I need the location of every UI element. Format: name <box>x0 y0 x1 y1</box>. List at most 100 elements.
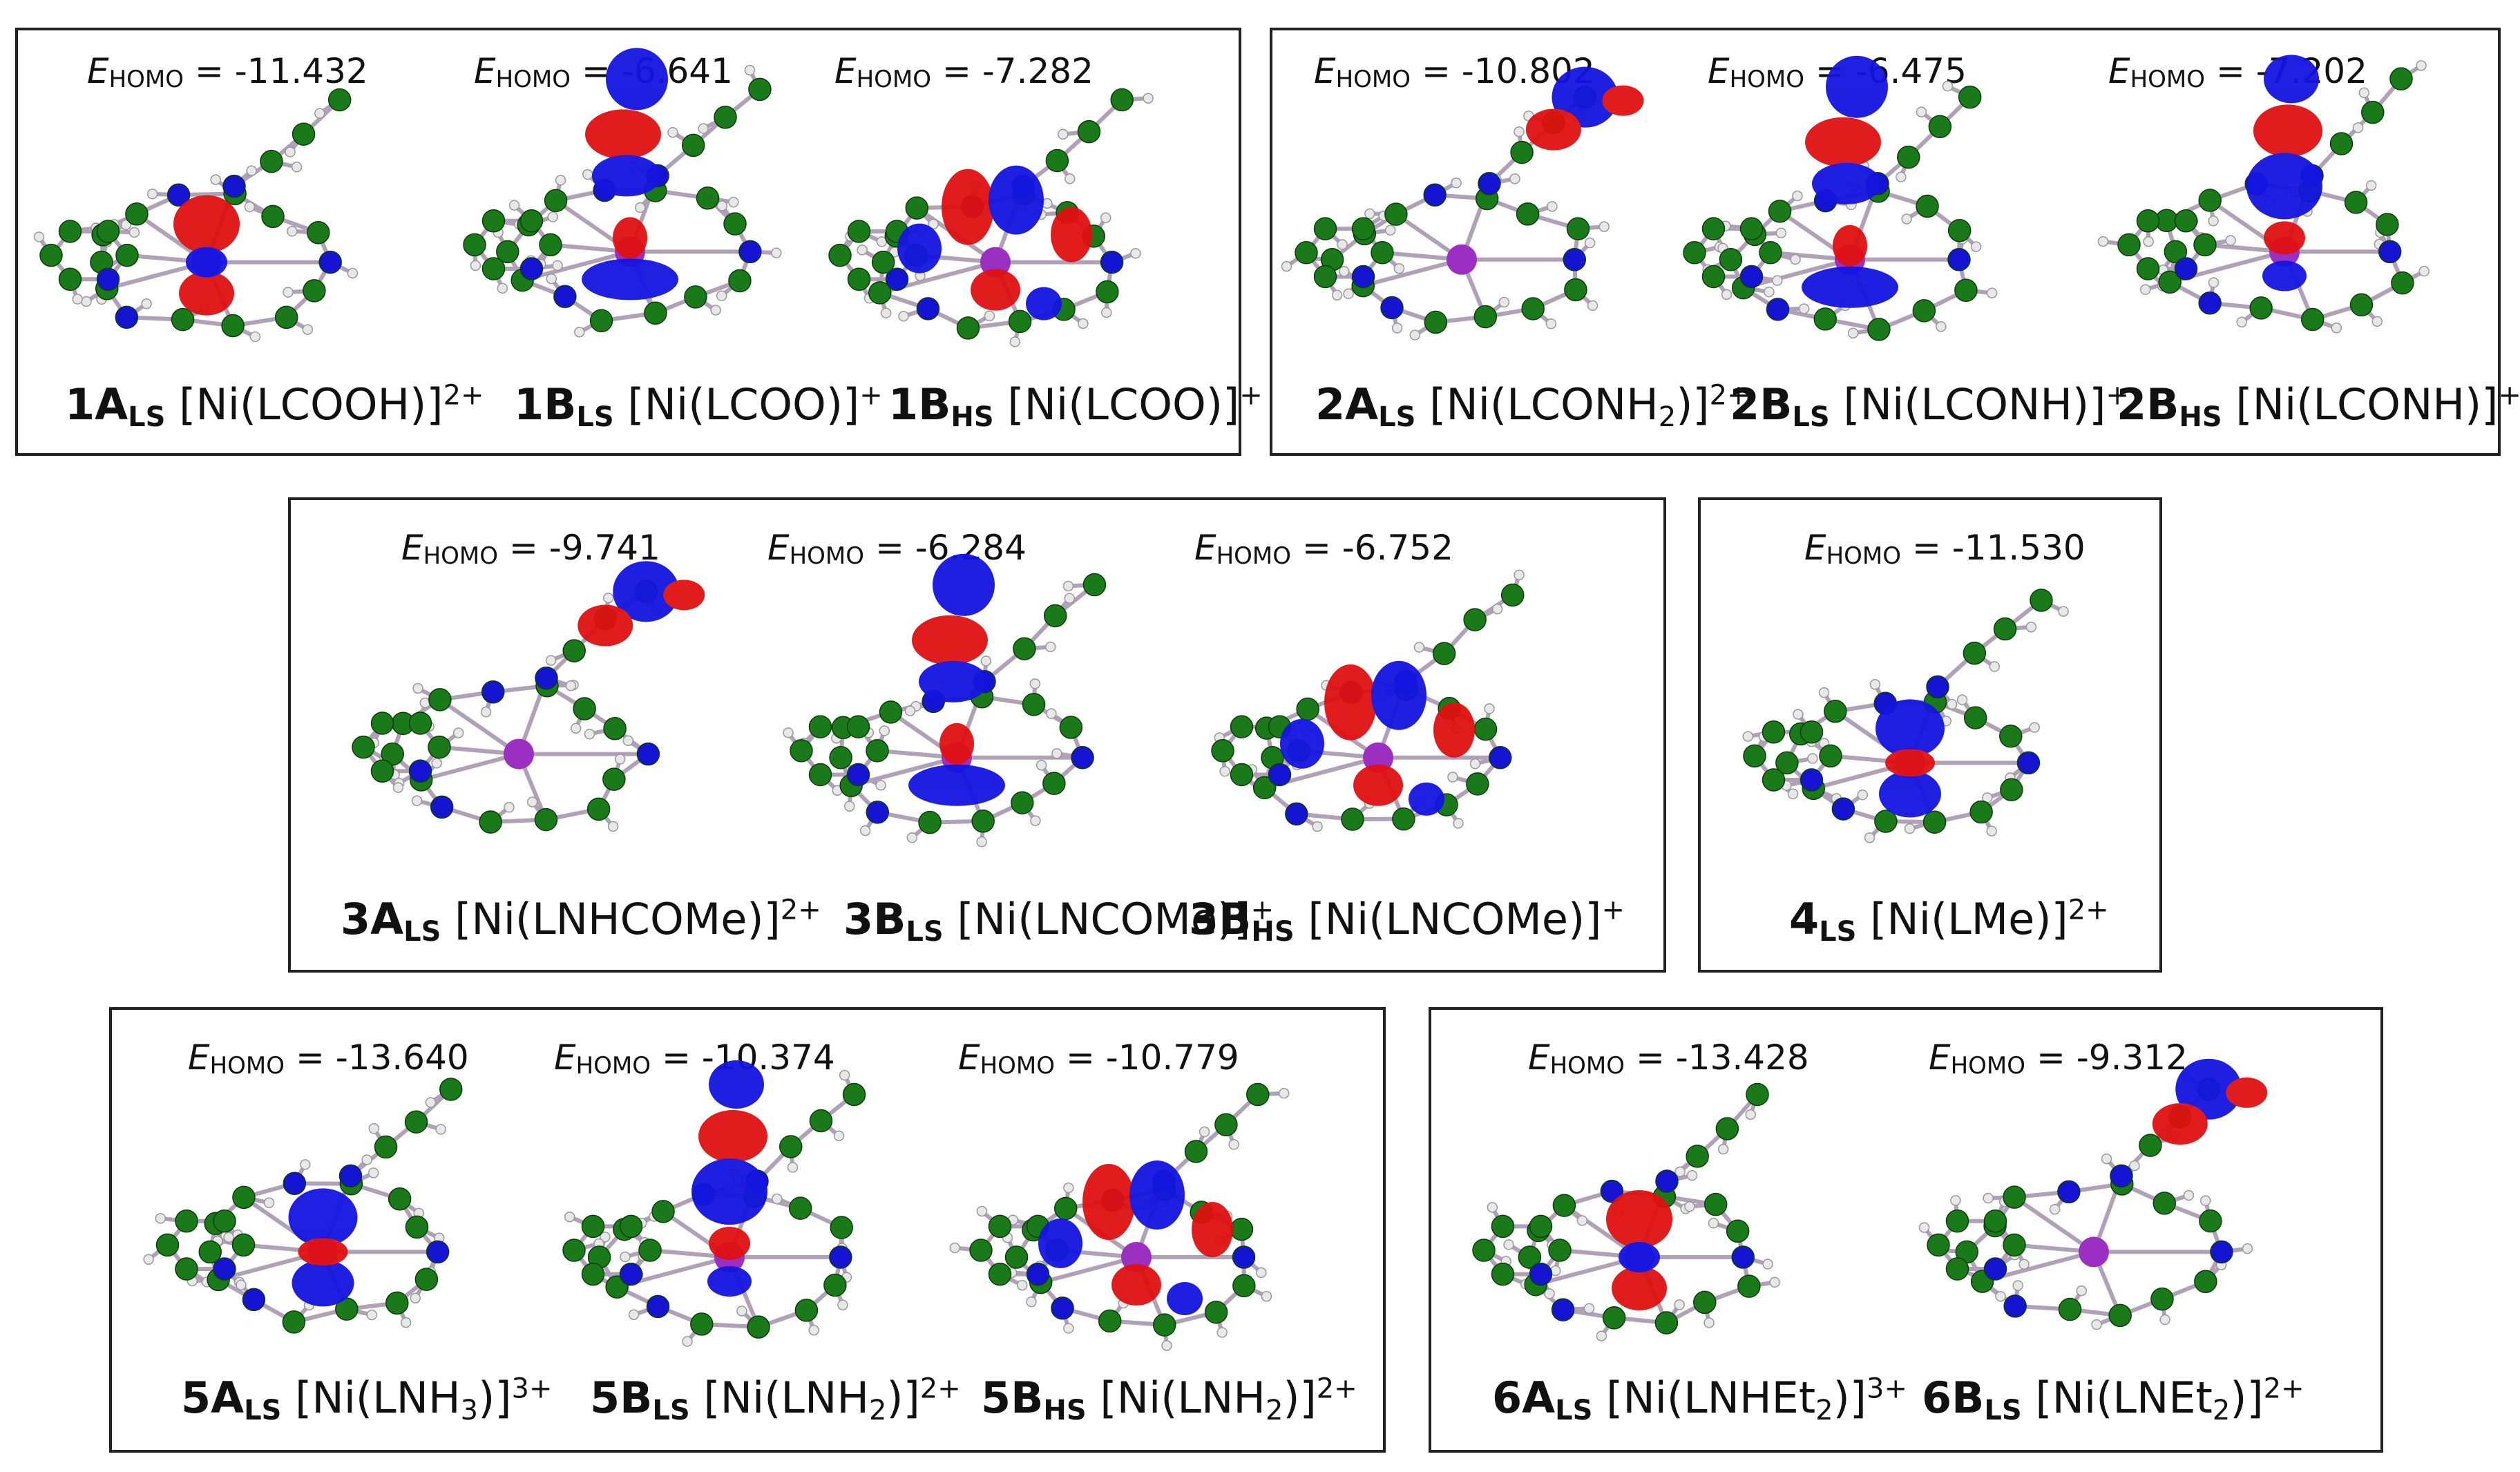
orbital-lobe <box>1192 1202 1233 1257</box>
hydrogen-atom <box>1703 1317 1715 1328</box>
hydrogen-atom <box>1818 687 1830 698</box>
hydrogen-atom <box>1587 300 1598 312</box>
carbon-atom <box>1184 1140 1208 1163</box>
orbital-lobe <box>691 1158 767 1225</box>
panel-5: EHOMO = -13.640 5ALS [Ni(LNH3)]3+ EHOMO … <box>109 1007 1386 1453</box>
orbital-lobe <box>2152 1103 2208 1145</box>
bond <box>1040 1255 1137 1285</box>
hydrogen-atom <box>1896 171 1907 182</box>
hydrogen-atom <box>570 723 582 734</box>
carbon-atom <box>1013 637 1036 660</box>
nitrogen-atom <box>1351 265 1375 289</box>
orbital-lobe <box>2226 1077 2268 1108</box>
carbon-atom <box>1077 120 1101 144</box>
carbon-atom <box>1098 1309 1122 1333</box>
carbon-atom <box>1059 716 1083 739</box>
carbon-atom <box>115 243 139 267</box>
hydrogen-atom <box>1995 1290 2006 1302</box>
carbon-atom <box>481 257 506 280</box>
carbon-atom <box>690 1312 714 1336</box>
hydrogen-atom <box>1986 287 1998 298</box>
hydrogen-atom <box>361 1154 373 1165</box>
nitrogen-atom <box>430 795 454 819</box>
carbon-atom <box>1053 1196 1078 1221</box>
hydrogen-atom <box>1339 266 1350 277</box>
carbon-atom <box>428 688 452 711</box>
hydrogen-atom <box>141 298 152 309</box>
nitrogen-atom <box>866 801 890 824</box>
nitrogen-atom <box>426 1240 450 1264</box>
orbital-lobe <box>1111 1264 1161 1306</box>
hydrogen-atom <box>400 1317 412 1328</box>
hydrogen-atom <box>2129 1160 2140 1172</box>
hydrogen-atom <box>1745 1109 1757 1120</box>
hydrogen-atom <box>1447 772 1458 783</box>
hydrogen-atom <box>244 201 256 213</box>
hydrogen-atom <box>716 290 727 301</box>
orbital-lobe <box>298 1238 348 1266</box>
carbon-atom <box>534 807 558 832</box>
carbon-atom <box>573 697 596 720</box>
hydrogen-atom <box>1674 1299 1685 1310</box>
carbon-atom <box>1548 1239 1572 1262</box>
orbital-lobe <box>919 660 988 702</box>
nitrogen-atom <box>166 183 191 207</box>
carbon-atom <box>2376 213 2399 236</box>
homo-orbital-lobes <box>288 1188 358 1307</box>
carbon-atom <box>1252 776 1277 800</box>
hydrogen-atom <box>545 655 557 666</box>
bond <box>2013 1195 2095 1254</box>
hydrogen-atom <box>1583 1303 1595 1314</box>
hydrogen-atom <box>1798 303 1810 314</box>
molecule-orbital-image <box>1742 589 2069 843</box>
compound-caption: 2BLS [Ni(LCONH)]+ <box>1730 379 2129 433</box>
hydrogen-atom <box>72 294 83 305</box>
homo-orbital-lobes <box>578 561 705 647</box>
hydrogen-atom <box>1772 275 1783 286</box>
carbon-atom <box>1011 791 1034 814</box>
carbon-atom <box>2194 1270 2217 1294</box>
nitrogen-atom <box>242 1288 266 1312</box>
carbon-atom <box>1491 1214 1515 1239</box>
hydrogen-atom <box>1063 1182 1074 1194</box>
hydrogen-atom <box>898 310 909 322</box>
carbon-atom <box>260 149 283 173</box>
hydrogen-atom <box>635 202 646 213</box>
hydrogen-atom <box>1721 289 1732 300</box>
orbital-lobe <box>1802 266 1898 308</box>
nitrogen-atom <box>916 297 940 321</box>
orbital-lobe <box>1129 1160 1185 1230</box>
molecule-orbital-image <box>1918 1058 2268 1330</box>
carbon-atom <box>231 1233 256 1257</box>
hydrogen-atom <box>392 782 404 793</box>
carbon-atom <box>684 285 707 309</box>
hydrogen-atom <box>2416 60 2427 71</box>
hydrogen-atom <box>1064 173 1076 184</box>
hydrogen-atom <box>2143 236 2154 247</box>
hydrogen-atom <box>906 832 918 843</box>
entry-2a-ls: EHOMO = -10.802 2ALS [Ni(LCONH2)]2+ <box>1272 30 1750 459</box>
carbon-atom <box>463 233 486 257</box>
panel-2: EHOMO = -10.802 2ALS [Ni(LCONH2)]2+ EHOM… <box>1270 28 2520 459</box>
carbon-atom <box>2193 233 2217 257</box>
hydrogen-atom <box>1130 248 1141 259</box>
carbon-atom <box>374 1135 398 1159</box>
ehomo-label: EHOMO = -11.432 <box>87 51 368 93</box>
hydrogen-atom <box>1100 212 1111 224</box>
carbon-atom <box>1214 1113 1238 1137</box>
hydrogen-atom <box>584 728 595 740</box>
carbon-atom <box>808 763 832 787</box>
carbon-atom <box>1993 617 2017 641</box>
nickel-atom <box>504 738 534 770</box>
ehomo-label: EHOMO = -6.284 <box>767 528 1027 570</box>
carbon-atom <box>846 715 870 738</box>
carbon-atom <box>581 1214 605 1239</box>
carbon-atom <box>1042 772 1066 795</box>
hydrogen-atom <box>2365 180 2377 191</box>
orbital-lobe <box>1875 699 1945 758</box>
hydrogen-atom <box>547 211 559 222</box>
hydrogen-atom <box>302 324 314 335</box>
orbital-lobe <box>1409 782 1444 816</box>
nitrogen-atom <box>553 285 577 309</box>
nitrogen-atom <box>1071 746 1094 770</box>
